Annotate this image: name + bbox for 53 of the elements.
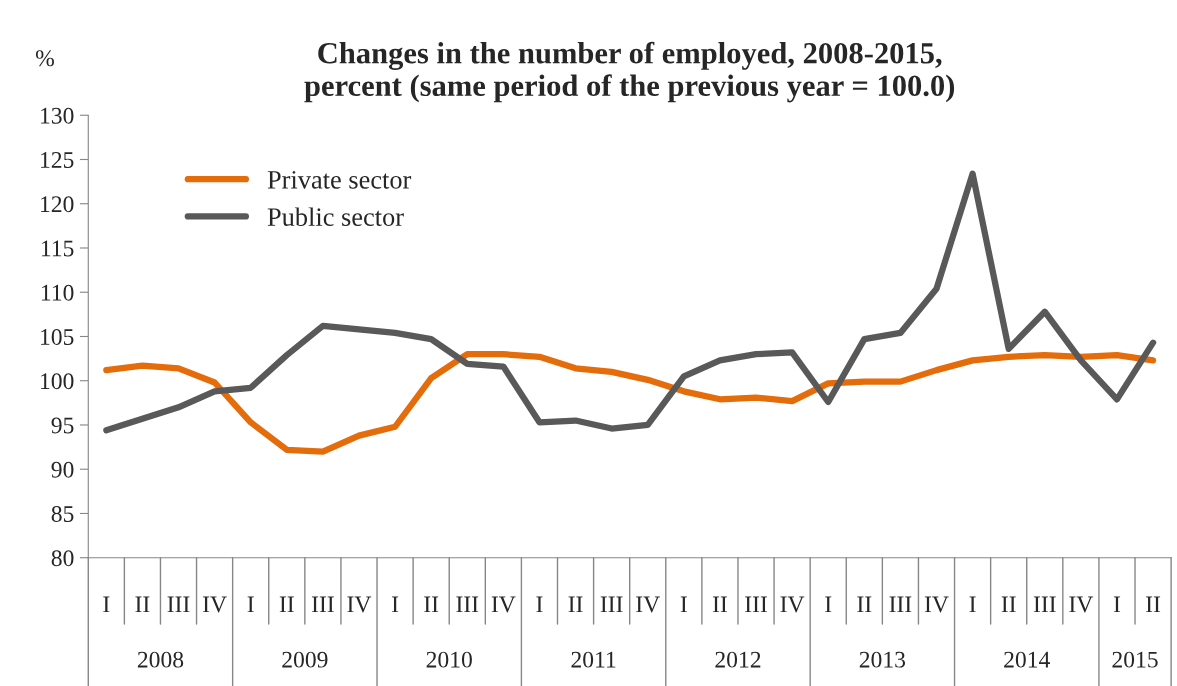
y-tick-label: 85 (51, 505, 74, 522)
y-axis-title: % (35, 50, 54, 67)
x-tick-label: III (311, 596, 334, 613)
text: 2011 (571, 651, 616, 668)
y-tick-label: 115 (41, 240, 74, 257)
x-tick-label: IV (491, 596, 516, 613)
y-tick-label: 130 (41, 107, 74, 124)
x-tick-label: IV (203, 596, 227, 613)
x-tick-label: I (680, 596, 687, 613)
y-tick-label: 80 (51, 550, 74, 567)
y-tick-label: 110 (41, 284, 74, 301)
y-tick-label: 90 (51, 461, 74, 478)
x-tick-label: II (568, 596, 583, 613)
x-tick-label: I (1113, 596, 1121, 613)
x-tick-label: III (745, 596, 767, 613)
x-tick-label: IV (347, 596, 372, 613)
text: 2008 (137, 651, 184, 668)
x-tick-label: III (1033, 596, 1056, 613)
x-tick-label: I (536, 596, 543, 613)
x-tick-label: III (167, 596, 190, 613)
text: 2015 (1112, 651, 1158, 668)
x-tick-label: I (825, 596, 832, 613)
text: 2014 (1004, 651, 1050, 668)
x-tick-label: I (969, 596, 976, 613)
x-tick-label: I (247, 596, 254, 613)
x-tick-label: II (1146, 596, 1161, 613)
text: 2012 (715, 651, 761, 668)
x-tick-label: IV (924, 596, 949, 613)
x-tick-label: IV (1069, 596, 1094, 613)
x-tick-label: IV (780, 596, 805, 613)
text: 2013 (859, 651, 906, 668)
x-tick-label: III (889, 596, 912, 613)
text: 2009 (282, 651, 328, 668)
y-tick-label: 95 (51, 417, 74, 434)
x-tick-label: I (392, 596, 399, 613)
x-tick-label: II (857, 596, 872, 613)
x-tick-label: IV (636, 596, 660, 613)
x-tick-label: I (103, 596, 110, 613)
legend-label: Public sector (267, 207, 404, 226)
x-tick-label: II (279, 596, 294, 613)
y-tick-label: 125 (41, 152, 74, 168)
y-tick-label: 105 (41, 328, 74, 345)
x-tick-label: II (135, 596, 150, 613)
chart-title: Changes in the number of employed, 2008-2015, percent (same period of the previous year = 100.0) (304, 41, 955, 103)
y-tick-label: 100 (41, 373, 74, 390)
legend-label: Private sector (267, 170, 412, 189)
x-tick-label: II (424, 596, 439, 613)
y-tick-label: 120 (41, 196, 74, 213)
text: 2010 (426, 651, 472, 668)
x-tick-label: III (456, 596, 479, 613)
x-tick-label: II (712, 596, 727, 613)
x-tick-label: III (600, 596, 623, 613)
x-tick-label: II (1001, 596, 1016, 613)
